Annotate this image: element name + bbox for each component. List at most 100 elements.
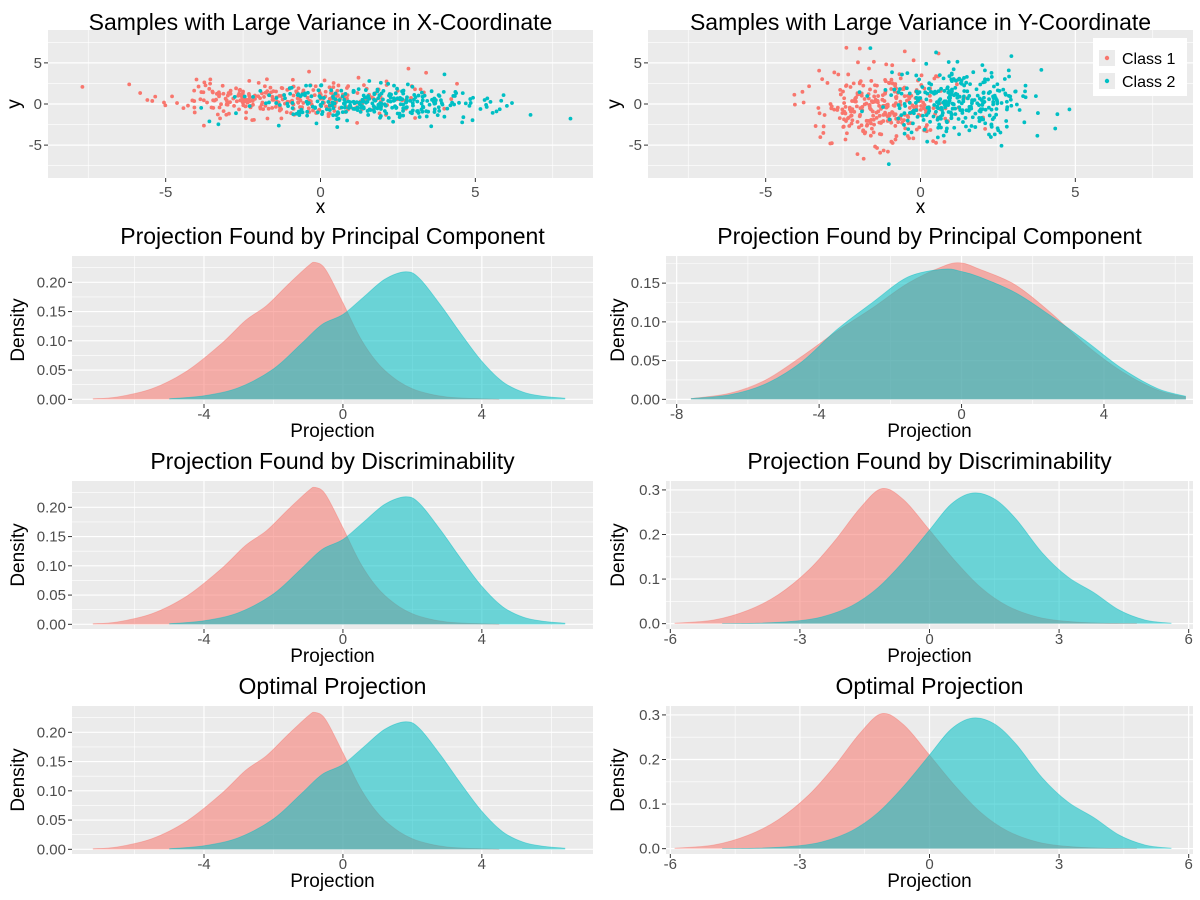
x-tick-label: -4 xyxy=(197,631,210,648)
axes: -6 -3 0 3 6 0.0 0.1 0.2 0.3 xyxy=(639,707,1193,873)
scatter-point-class-1 xyxy=(449,97,454,101)
x-tick-label: 5 xyxy=(1071,184,1079,201)
y-tick-label: 0.00 xyxy=(631,391,660,408)
scatter-point-class-2 xyxy=(905,71,910,76)
scatter-point-class-2 xyxy=(928,119,932,124)
scatter-point-class-2 xyxy=(1014,102,1019,107)
scatter-point-class-2 xyxy=(422,93,427,98)
scatter-point-class-1 xyxy=(313,84,318,89)
scatter-point-class-1 xyxy=(807,84,811,89)
scatter-point-class-1 xyxy=(889,139,894,144)
scatter-point-class-1 xyxy=(919,73,924,78)
scatter-point-class-2 xyxy=(460,120,465,125)
scatter-point-class-2 xyxy=(921,118,926,122)
scatter-point-class-1 xyxy=(217,105,222,110)
scatter-point-class-1 xyxy=(910,103,915,108)
scatter-point-class-1 xyxy=(215,112,220,117)
scatter-point-class-1 xyxy=(840,107,845,112)
scatter-point-class-2 xyxy=(1067,107,1072,112)
scatter-point-class-2 xyxy=(361,99,366,104)
scatter-point-class-1 xyxy=(884,62,889,67)
scatter-point-class-1 xyxy=(886,149,890,154)
scatter-point-class-2 xyxy=(372,91,377,96)
scatter-point-class-1 xyxy=(279,116,284,121)
scatter-point-class-2 xyxy=(969,106,974,111)
scatter-point-class-2 xyxy=(970,115,975,120)
y-tick-label: 0.10 xyxy=(631,314,660,331)
scatter-point-class-2 xyxy=(378,114,383,118)
scatter-point-class-2 xyxy=(935,117,940,122)
scatter-point-class-2 xyxy=(987,113,992,118)
scatter-point-class-2 xyxy=(401,102,406,107)
scatter-point-class-2 xyxy=(986,91,991,95)
scatter-point-class-1 xyxy=(221,109,226,114)
scatter-point-class-1 xyxy=(846,116,850,121)
scatter-point-class-2 xyxy=(420,98,425,103)
scatter-point-class-1 xyxy=(247,92,251,96)
scatter-point-class-2 xyxy=(989,122,994,127)
scatter-point-class-2 xyxy=(501,93,506,97)
scatter-point-class-2 xyxy=(362,95,367,100)
scatter-point-class-2 xyxy=(953,85,958,90)
scatter-point-class-1 xyxy=(223,96,228,101)
scatter-point-class-1 xyxy=(844,84,848,88)
scatter-point-class-2 xyxy=(994,107,999,111)
scatter-point-class-2 xyxy=(940,111,945,115)
y-tick-label: 0.05 xyxy=(37,587,66,604)
scatter-point-class-1 xyxy=(816,106,821,110)
scatter-point-class-1 xyxy=(907,96,912,101)
scatter-point-class-1 xyxy=(878,150,883,155)
panel-title: Samples with Large Variance in Y-Coordin… xyxy=(690,9,1151,35)
axes: -8 -4 0 4 0.00 0.05 0.10 0.15 xyxy=(631,275,1108,423)
scatter-point-class-1 xyxy=(163,103,168,108)
scatter-point-class-2 xyxy=(920,85,925,89)
scatter-point-class-2 xyxy=(890,70,894,75)
scatter-point-class-2 xyxy=(1023,89,1027,94)
scatter-point-class-2 xyxy=(330,100,335,105)
y-tick-label: -5 xyxy=(629,137,642,154)
scatter-point-class-2 xyxy=(980,103,985,107)
scatter-point-class-2 xyxy=(949,116,954,121)
scatter-point-class-2 xyxy=(1007,74,1011,79)
scatter-point-class-1 xyxy=(270,97,275,102)
scatter-point-class-2 xyxy=(419,90,424,95)
scatter-point-class-2 xyxy=(902,123,906,127)
scatter-point-class-1 xyxy=(858,113,862,117)
scatter-point-class-1 xyxy=(247,78,252,83)
scatter-point-class-1 xyxy=(848,85,853,89)
scatter-point-class-2 xyxy=(952,93,957,98)
y-tick-label: 0.05 xyxy=(37,812,66,829)
scatter-point-class-1 xyxy=(355,121,359,125)
scatter-point-class-1 xyxy=(844,119,848,123)
scatter-point-class-2 xyxy=(964,80,969,85)
scatter-point-class-2 xyxy=(1017,108,1022,112)
scatter-point-class-1 xyxy=(918,107,923,112)
panel-title: Projection Found by Principal Component xyxy=(120,223,545,249)
scatter-point-class-2 xyxy=(987,132,991,137)
scatter-point-class-2 xyxy=(980,63,985,68)
scatter-point-class-2 xyxy=(1009,54,1014,59)
scatter-point-class-2 xyxy=(371,104,376,109)
x-tick-label: -4 xyxy=(197,856,210,873)
scatter-point-class-1 xyxy=(892,113,897,118)
scatter-point-class-2 xyxy=(987,97,991,102)
scatter-point-class-2 xyxy=(907,100,912,105)
scatter-point-class-2 xyxy=(306,90,310,95)
axes: -4 0 4 0.00 0.05 0.10 0.15 0.20 xyxy=(37,499,486,648)
scatter-point-class-2 xyxy=(340,94,345,99)
scatter-point-class-1 xyxy=(885,102,890,107)
scatter-point-class-1 xyxy=(250,118,255,123)
scatter-point-class-1 xyxy=(931,106,936,111)
scatter-point-class-2 xyxy=(965,89,970,94)
scatter-point-class-2 xyxy=(366,113,371,117)
scatter-point-class-1 xyxy=(801,100,806,105)
scatter-point-class-1 xyxy=(127,82,132,87)
x-tick-label: -3 xyxy=(793,856,806,873)
scatter-point-class-2 xyxy=(287,86,292,91)
scatter-point-class-2 xyxy=(966,108,971,113)
y-axis-title: Density xyxy=(608,298,629,362)
y-axis-title: Density xyxy=(608,523,629,587)
scatter-point-class-2 xyxy=(968,82,972,86)
y-tick-label: 0.0 xyxy=(639,841,660,858)
scatter-point-class-1 xyxy=(893,124,898,128)
